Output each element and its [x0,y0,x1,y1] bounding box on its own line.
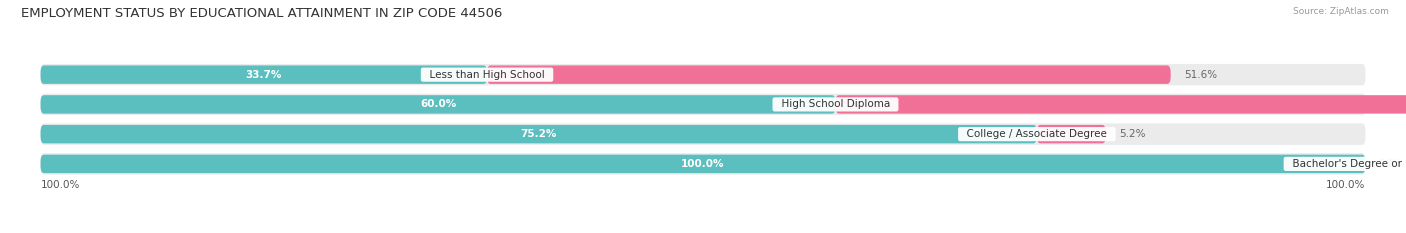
Text: Bachelor's Degree or higher: Bachelor's Degree or higher [1285,159,1406,169]
Text: 51.6%: 51.6% [1184,70,1218,80]
Text: 75.2%: 75.2% [520,129,557,139]
Text: 33.7%: 33.7% [246,70,283,80]
Text: 60.0%: 60.0% [420,99,456,110]
FancyBboxPatch shape [41,125,1036,143]
Text: College / Associate Degree: College / Associate Degree [960,129,1114,139]
FancyBboxPatch shape [41,94,1365,115]
Text: 5.2%: 5.2% [1119,129,1146,139]
Text: EMPLOYMENT STATUS BY EDUCATIONAL ATTAINMENT IN ZIP CODE 44506: EMPLOYMENT STATUS BY EDUCATIONAL ATTAINM… [21,7,502,20]
FancyBboxPatch shape [41,95,835,114]
FancyBboxPatch shape [41,155,1365,173]
Text: 100.0%: 100.0% [41,180,80,190]
Text: 0.0%: 0.0% [1379,159,1405,169]
Text: Source: ZipAtlas.com: Source: ZipAtlas.com [1294,7,1389,16]
FancyBboxPatch shape [835,95,1406,114]
FancyBboxPatch shape [41,153,1365,175]
Text: Less than High School: Less than High School [423,70,551,80]
Text: 100.0%: 100.0% [1326,180,1365,190]
FancyBboxPatch shape [486,65,1171,84]
FancyBboxPatch shape [41,123,1365,145]
FancyBboxPatch shape [41,64,1365,85]
Text: 100.0%: 100.0% [682,159,724,169]
FancyBboxPatch shape [41,65,486,84]
FancyBboxPatch shape [1036,125,1105,143]
Text: High School Diploma: High School Diploma [775,99,897,110]
